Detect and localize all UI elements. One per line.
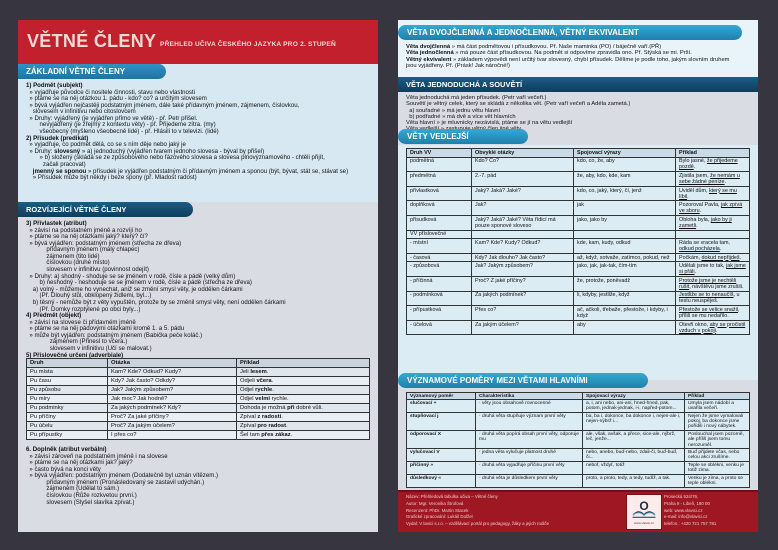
svg-text:www.vlavici.cz: www.vlavici.cz bbox=[634, 521, 654, 525]
svg-text:O: O bbox=[639, 499, 648, 513]
